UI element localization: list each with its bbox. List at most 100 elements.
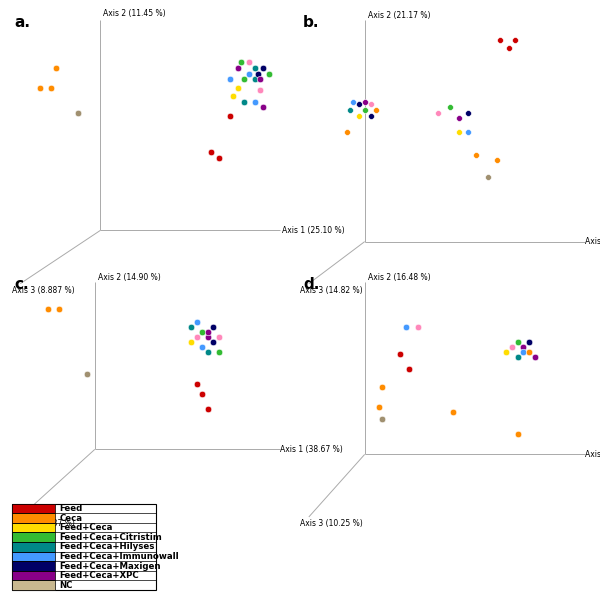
Text: b.: b.	[303, 15, 319, 30]
Point	[377, 382, 387, 392]
Point	[214, 332, 224, 342]
Text: Feed+Ceca: Feed+Ceca	[59, 523, 113, 532]
Point	[360, 105, 370, 114]
Point	[197, 390, 207, 399]
Point	[518, 342, 528, 352]
Point	[239, 74, 248, 84]
Text: Axis 3 (14.82 %): Axis 3 (14.82 %)	[300, 287, 362, 296]
Point	[239, 97, 248, 106]
Point	[245, 58, 254, 67]
Text: Feed: Feed	[59, 504, 83, 513]
Point	[203, 405, 213, 414]
Point	[43, 305, 53, 314]
Point	[495, 35, 505, 45]
Point	[354, 100, 364, 109]
Text: Axis 1 (25.10 %): Axis 1 (25.10 %)	[283, 226, 345, 235]
Point	[507, 342, 517, 352]
Point	[203, 332, 213, 342]
Point	[345, 105, 355, 114]
Point	[245, 69, 254, 78]
Point	[360, 97, 370, 106]
Point	[342, 128, 352, 137]
Point	[448, 407, 458, 417]
Text: Axis 1 (28.09 %): Axis 1 (28.09 %)	[585, 237, 600, 246]
Point	[374, 402, 384, 412]
Point	[192, 317, 202, 327]
Text: Axis 2 (21.17 %): Axis 2 (21.17 %)	[368, 11, 430, 20]
Point	[187, 337, 196, 346]
Text: Axis 3 (8.887 %): Axis 3 (8.887 %)	[12, 287, 74, 296]
Text: Feed+Ceca+Hilyses: Feed+Ceca+Hilyses	[59, 542, 155, 551]
Point	[54, 305, 64, 314]
Point	[253, 69, 262, 78]
Text: Ceca: Ceca	[59, 514, 83, 523]
Point	[225, 111, 235, 120]
Point	[366, 111, 376, 120]
Text: Feed+Ceca+Maxigen: Feed+Ceca+Maxigen	[59, 561, 161, 570]
Bar	[12, 523, 55, 532]
Point	[197, 342, 207, 352]
Bar	[12, 532, 55, 542]
Point	[214, 347, 224, 356]
Point	[454, 128, 464, 137]
Bar	[12, 504, 55, 513]
Text: Feed+Ceca+Citristim: Feed+Ceca+Citristim	[59, 533, 162, 542]
Bar	[12, 561, 55, 571]
Point	[214, 153, 224, 162]
Point	[413, 322, 422, 331]
Point	[250, 97, 260, 106]
Point	[52, 63, 61, 73]
Point	[206, 147, 215, 157]
Text: Feed+Ceca+Immunowall: Feed+Ceca+Immunowall	[59, 552, 179, 561]
Text: d.: d.	[303, 277, 319, 291]
Point	[524, 347, 534, 356]
Point	[236, 58, 246, 67]
Text: c.: c.	[15, 277, 29, 291]
Point	[209, 337, 218, 346]
Point	[371, 105, 381, 114]
Point	[46, 83, 55, 92]
Bar	[12, 552, 55, 561]
Point	[250, 74, 260, 84]
Point	[250, 63, 260, 73]
Text: Axis 3 (10.25 %): Axis 3 (10.25 %)	[300, 520, 363, 529]
Text: Axis 1 (56.12 %): Axis 1 (56.12 %)	[585, 450, 600, 459]
Point	[197, 327, 207, 337]
Bar	[12, 542, 55, 552]
Point	[401, 322, 410, 331]
Text: a.: a.	[15, 15, 31, 30]
Bar	[12, 581, 55, 590]
Point	[492, 156, 502, 165]
Point	[233, 63, 243, 73]
Point	[518, 347, 528, 356]
Point	[524, 337, 534, 346]
Point	[463, 128, 472, 137]
Point	[233, 83, 243, 92]
Point	[73, 108, 83, 117]
Bar	[12, 571, 55, 581]
Text: Axis 1 (38.67 %): Axis 1 (38.67 %)	[280, 445, 343, 454]
Point	[445, 103, 455, 112]
Point	[472, 150, 481, 160]
Point	[433, 108, 443, 117]
Text: Feed+Ceca+XPC: Feed+Ceca+XPC	[59, 571, 139, 580]
Point	[35, 83, 44, 92]
Point	[513, 352, 523, 362]
Text: Axis 2 (14.90 %): Axis 2 (14.90 %)	[98, 272, 160, 282]
Bar	[12, 513, 55, 523]
Point	[484, 172, 493, 182]
Point	[259, 63, 268, 73]
Point	[225, 74, 235, 84]
Point	[530, 352, 540, 362]
Point	[203, 327, 213, 337]
Point	[463, 108, 472, 117]
Point	[504, 44, 514, 53]
Point	[348, 97, 358, 106]
Point	[264, 69, 274, 78]
Point	[454, 114, 464, 123]
Point	[187, 322, 196, 331]
Text: NC: NC	[59, 581, 73, 589]
Text: Axis 2 (16.48 %): Axis 2 (16.48 %)	[368, 272, 430, 282]
Point	[256, 86, 265, 95]
Point	[395, 349, 405, 359]
